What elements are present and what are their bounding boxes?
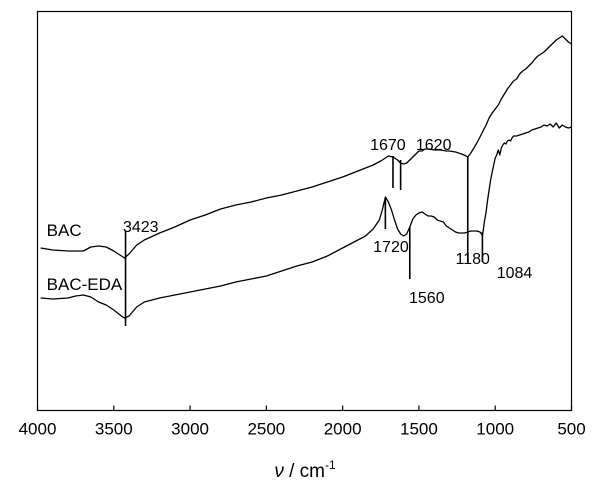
x-axis-symbol: ν	[274, 461, 284, 482]
marker-label-1084: 1084	[497, 265, 533, 282]
x-tick-label-500: 500	[557, 420, 585, 439]
marker-label-1180: 1180	[456, 251, 491, 268]
annotation-layer: 3423 1670 1620 1720 1560 1180 1084	[123, 137, 532, 326]
x-tick-label-1500: 1500	[400, 420, 438, 439]
x-axis-ticks: 4000 3500 3000 2500 2000 1500 1000 500	[19, 405, 586, 439]
x-axis-separator: /	[284, 461, 300, 482]
x-axis-unit: cm	[300, 461, 325, 482]
x-tick-label-4000: 4000	[19, 420, 57, 439]
marker-label-1560: 1560	[409, 290, 445, 307]
marker-label-1720: 1720	[373, 239, 409, 256]
x-tick-label-2500: 2500	[247, 420, 285, 439]
series-layer	[40, 35, 572, 319]
series-label-bac: BAC	[47, 221, 82, 240]
x-tick-label-3500: 3500	[95, 420, 133, 439]
x-tick-label-1000: 1000	[476, 420, 514, 439]
x-axis-unit-exponent: -1	[325, 458, 336, 472]
series-label-layer: BAC BAC-EDA	[47, 221, 123, 294]
marker-label-1620: 1620	[416, 137, 452, 154]
x-tick-label-2000: 2000	[324, 420, 362, 439]
series-line-bac	[40, 35, 572, 259]
x-axis-label: ν / cm-1	[274, 458, 336, 482]
marker-label-1670: 1670	[370, 137, 406, 154]
plot-frame	[36, 10, 573, 412]
series-label-bac-eda: BAC-EDA	[47, 275, 123, 294]
series-line-bac-eda	[40, 122, 572, 319]
marker-label-3423: 3423	[123, 219, 159, 236]
x-tick-label-3000: 3000	[171, 420, 209, 439]
